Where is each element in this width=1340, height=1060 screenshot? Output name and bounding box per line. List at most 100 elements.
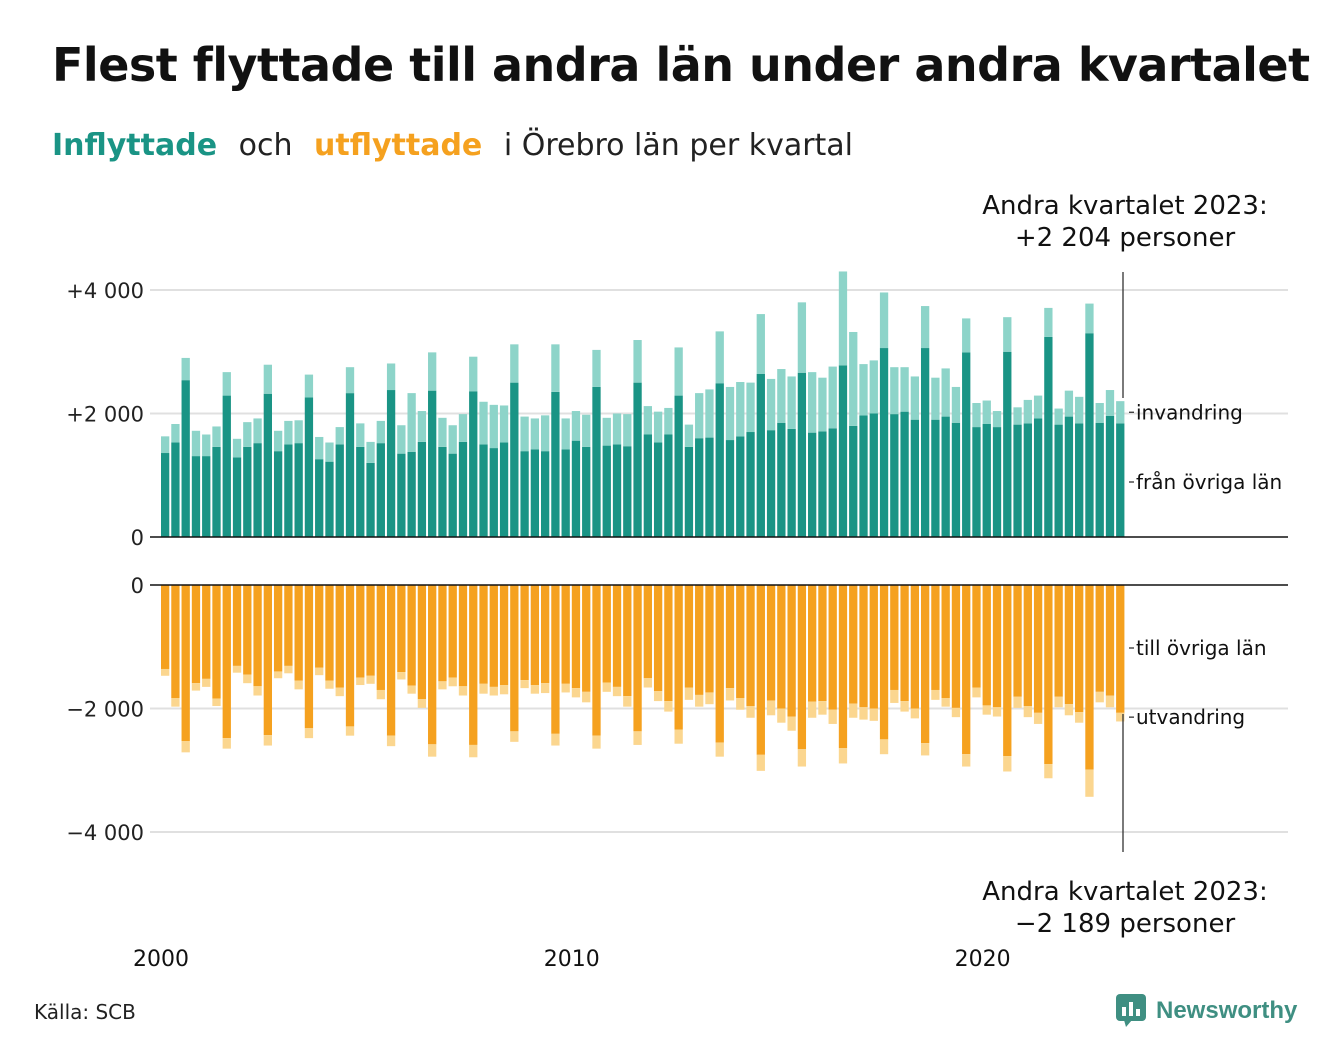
- bar-fran-ovriga-lan: [623, 446, 632, 537]
- bar-till-ovriga-lan: [1023, 585, 1032, 707]
- bar-till-ovriga-lan: [232, 585, 242, 666]
- bar-till-ovriga-lan: [756, 585, 765, 755]
- bar-fran-ovriga-lan: [890, 414, 899, 537]
- bar-till-ovriga-lan: [499, 585, 509, 686]
- bar-invandring: [756, 314, 765, 374]
- bar-fran-ovriga-lan: [1085, 333, 1094, 537]
- label-fran-ovriga-lan: från övriga län: [1136, 470, 1282, 494]
- bar-utvandring: [982, 705, 991, 715]
- bar-fran-ovriga-lan: [171, 442, 180, 537]
- bar-till-ovriga-lan: [828, 585, 837, 710]
- annotation-top: Andra kvartalet 2023: +2 204 personer: [960, 190, 1290, 254]
- bar-utvandring: [818, 701, 827, 715]
- bar-utvandring: [849, 703, 858, 718]
- bar-invandring: [664, 407, 673, 435]
- bar-utvandring: [1105, 695, 1115, 708]
- bar-utvandring: [540, 683, 550, 694]
- bar-till-ovriga-lan: [458, 585, 468, 687]
- bar-utvandring: [602, 682, 611, 692]
- bar-invandring: [653, 411, 663, 443]
- bar-till-ovriga-lan: [253, 585, 262, 687]
- bar-utvandring: [469, 744, 478, 758]
- bar-till-ovriga-lan: [797, 585, 807, 750]
- bar-invandring: [386, 363, 396, 391]
- bar-utvandring: [920, 743, 930, 756]
- bar-invandring: [232, 438, 242, 458]
- bar-utvandring: [438, 681, 447, 690]
- bar-fran-ovriga-lan: [386, 390, 396, 537]
- bar-invandring: [1095, 403, 1104, 423]
- bar-till-ovriga-lan: [849, 585, 858, 704]
- bar-till-ovriga-lan: [263, 585, 272, 736]
- bar-till-ovriga-lan: [910, 585, 920, 709]
- bar-till-ovriga-lan: [900, 585, 909, 702]
- bar-utvandring: [797, 749, 807, 767]
- bar-fran-ovriga-lan: [243, 446, 252, 537]
- bar-till-ovriga-lan: [602, 585, 611, 683]
- bar-utvandring: [510, 731, 519, 742]
- bar-invandring: [335, 427, 344, 445]
- bar-till-ovriga-lan: [612, 585, 622, 687]
- bar-invandring: [428, 352, 437, 391]
- bar-fran-ovriga-lan: [1033, 418, 1043, 537]
- bar-invandring: [397, 425, 406, 454]
- bar-utvandring: [931, 689, 940, 700]
- bar-invandring: [623, 414, 632, 447]
- bar-fran-ovriga-lan: [345, 393, 355, 537]
- bar-utvandring: [1023, 706, 1032, 718]
- bar-fran-ovriga-lan: [263, 393, 272, 537]
- bar-fran-ovriga-lan: [1044, 336, 1053, 537]
- bar-till-ovriga-lan: [335, 585, 344, 688]
- bar-till-ovriga-lan: [931, 585, 940, 690]
- bar-fran-ovriga-lan: [1023, 423, 1032, 537]
- bar-utvandring: [633, 731, 642, 745]
- bar-fran-ovriga-lan: [633, 382, 642, 537]
- bar-fran-ovriga-lan: [818, 431, 827, 537]
- annotation-top-line1: Andra kvartalet 2023:: [982, 191, 1268, 221]
- bar-till-ovriga-lan: [633, 585, 642, 732]
- bar-utvandring: [592, 735, 601, 749]
- bar-till-ovriga-lan: [705, 585, 714, 693]
- bar-invandring: [920, 306, 930, 349]
- bar-utvandring: [962, 754, 971, 767]
- bar-till-ovriga-lan: [746, 585, 755, 707]
- logo-text: Newsworthy: [1156, 997, 1298, 1024]
- bar-invandring: [725, 386, 735, 441]
- bar-till-ovriga-lan: [1054, 585, 1063, 697]
- bar-utvandring: [705, 692, 714, 705]
- annotation-bottom-line1: Andra kvartalet 2023:: [982, 877, 1268, 907]
- bar-invandring: [828, 366, 837, 429]
- bar-invandring: [695, 393, 704, 439]
- bar-utvandring: [386, 735, 396, 747]
- label-utvandring: utvandring: [1136, 705, 1245, 729]
- bar-till-ovriga-lan: [766, 585, 776, 701]
- source-text: Källa: SCB: [34, 1000, 136, 1024]
- bar-till-ovriga-lan: [551, 585, 560, 734]
- bar-fran-ovriga-lan: [777, 422, 786, 537]
- bar-fran-ovriga-lan: [982, 423, 991, 537]
- bar-till-ovriga-lan: [715, 585, 724, 743]
- bar-utvandring: [212, 698, 221, 707]
- bar-invandring: [982, 400, 991, 424]
- bar-invandring: [479, 401, 488, 445]
- bar-invandring: [674, 347, 683, 396]
- bar-till-ovriga-lan: [808, 585, 817, 702]
- bar-utvandring: [1085, 769, 1094, 797]
- bar-till-ovriga-lan: [869, 585, 878, 709]
- bar-fran-ovriga-lan: [212, 446, 221, 537]
- bar-till-ovriga-lan: [1003, 585, 1012, 757]
- bar-invandring: [325, 442, 334, 462]
- bar-utvandring: [407, 685, 416, 694]
- bar-fran-ovriga-lan: [766, 430, 776, 537]
- bar-utvandring: [397, 672, 406, 680]
- bar-fran-ovriga-lan: [838, 365, 848, 537]
- bar-till-ovriga-lan: [448, 585, 457, 678]
- bar-till-ovriga-lan: [530, 585, 540, 686]
- subtitle-rest: i Örebro län per kvartal: [503, 128, 854, 163]
- bar-invandring: [458, 414, 468, 442]
- bar-utvandring: [325, 680, 334, 689]
- bar-invandring: [345, 367, 355, 394]
- bar-utvandring: [695, 694, 704, 707]
- bar-utvandring: [746, 706, 755, 718]
